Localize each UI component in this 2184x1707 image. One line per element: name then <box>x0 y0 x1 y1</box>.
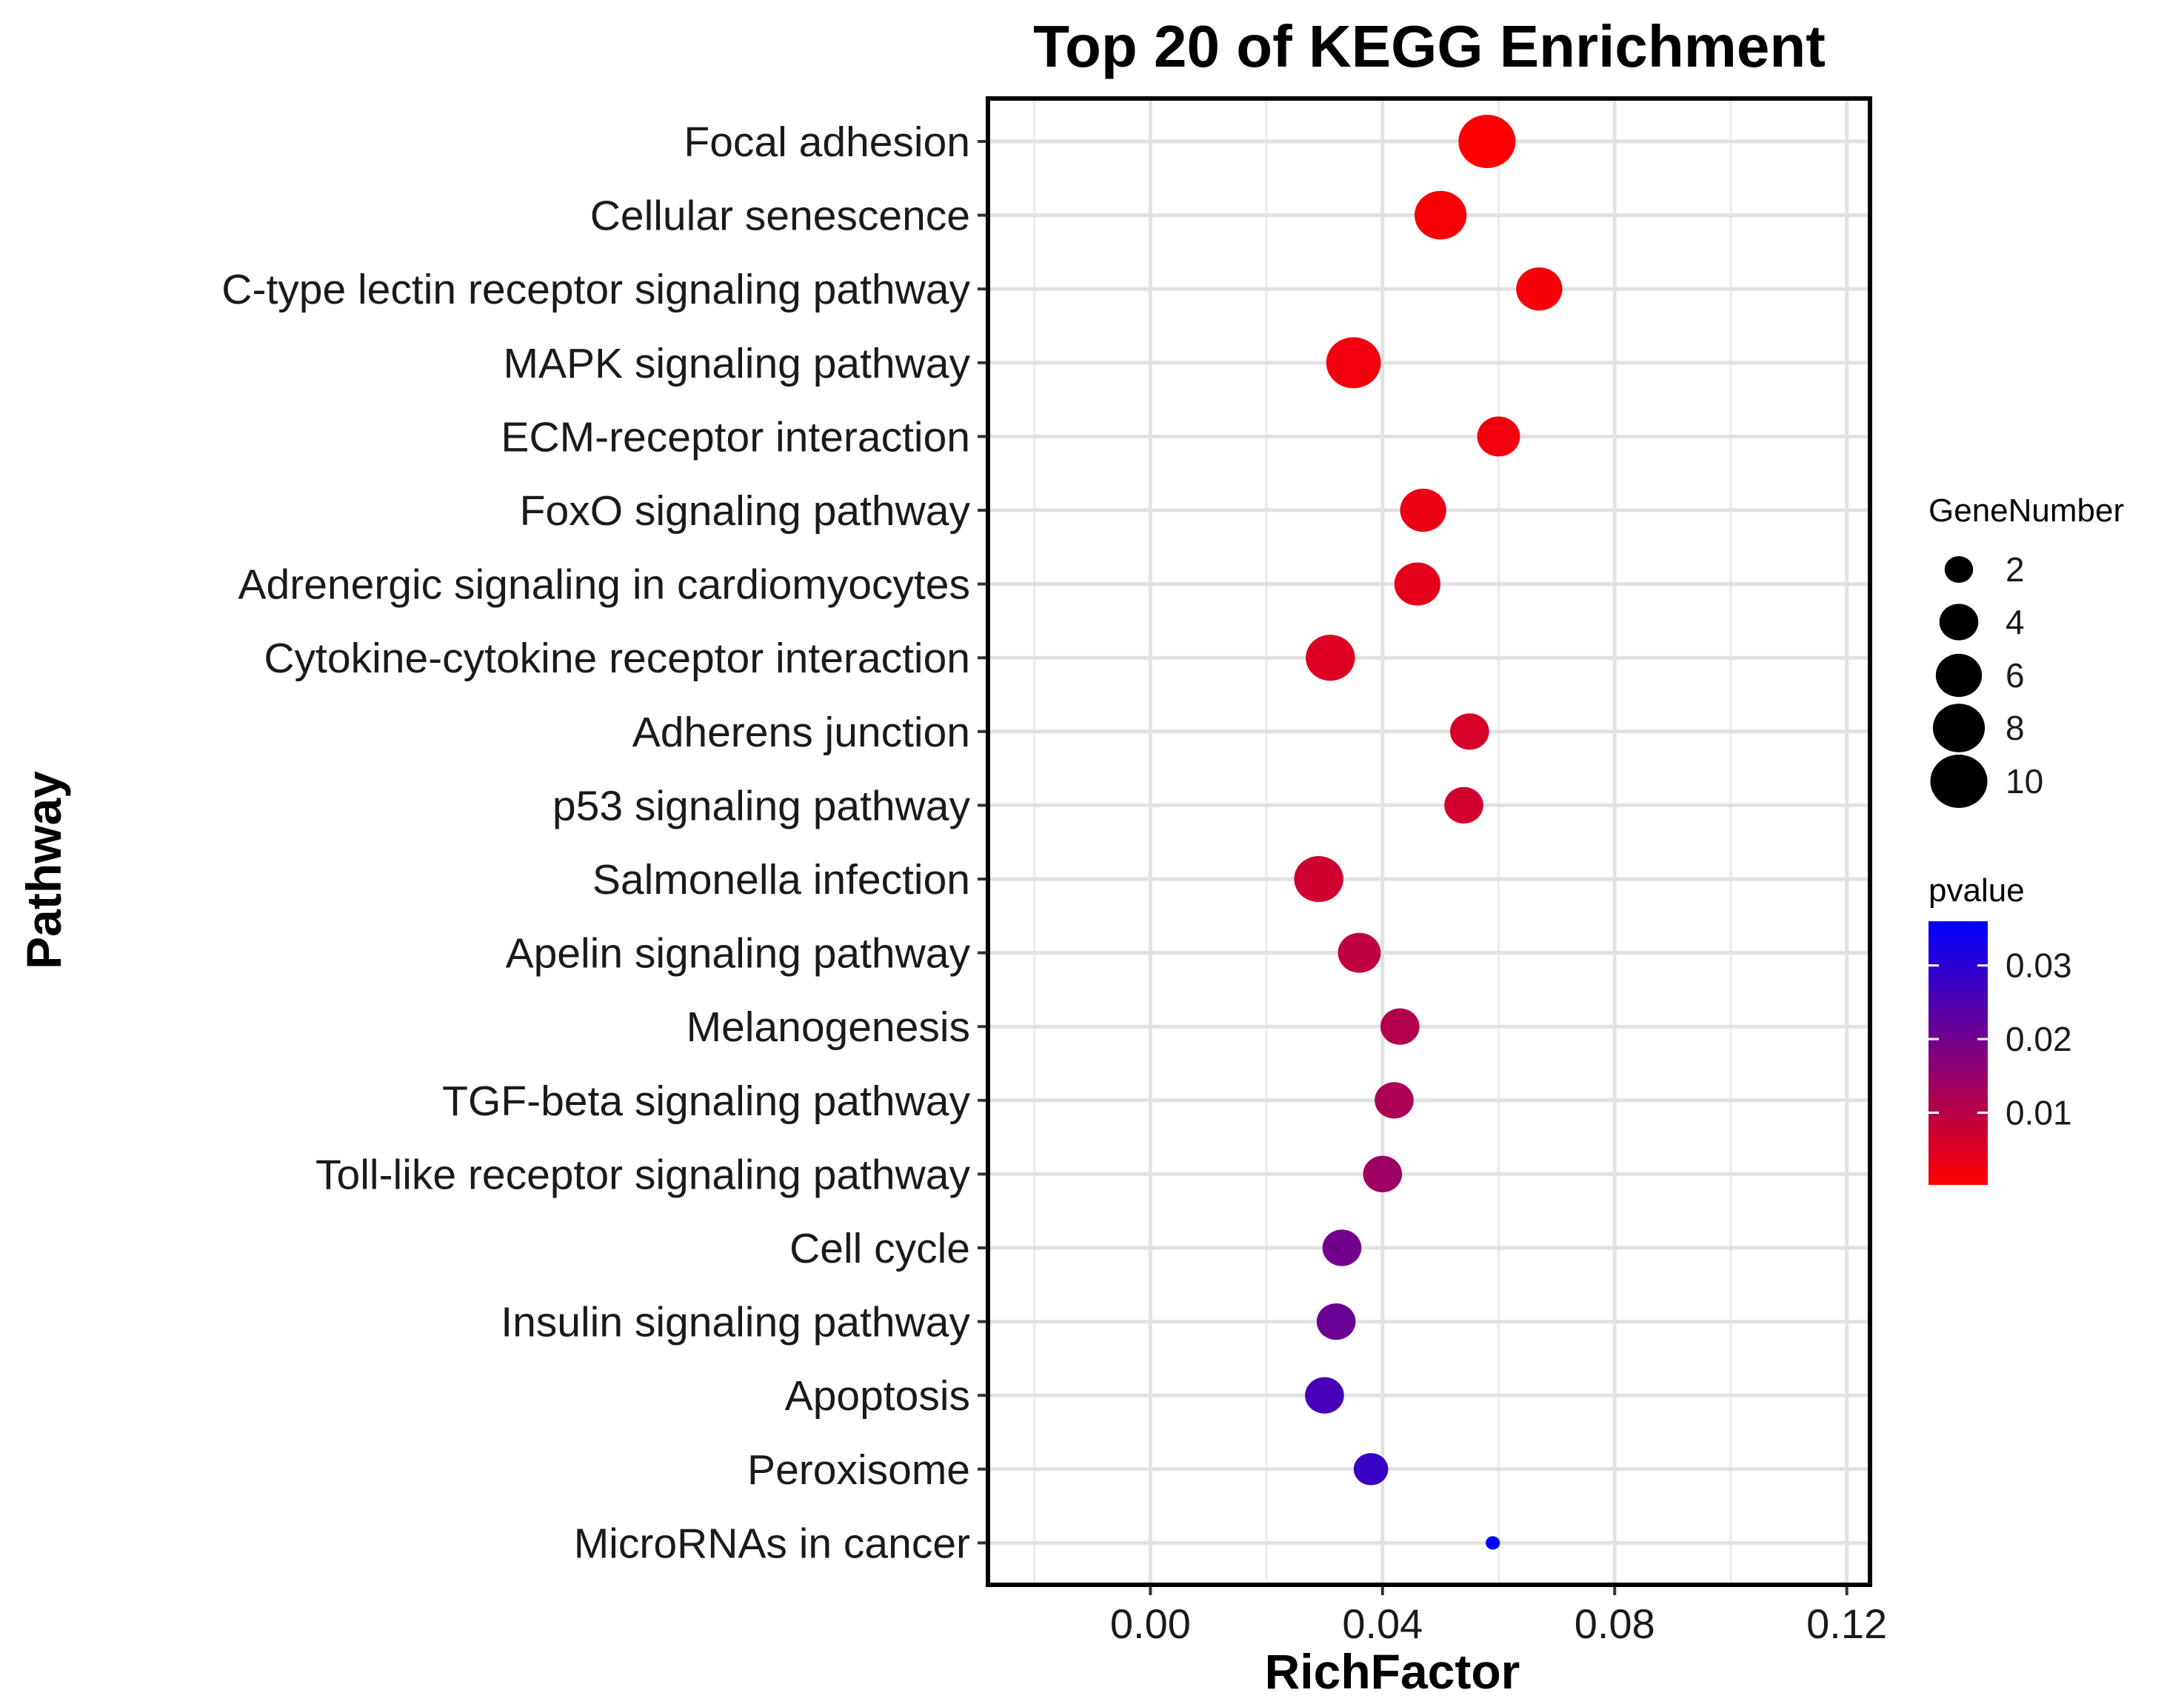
gene-number-legend-label: 8 <box>2006 709 2025 747</box>
y-tick-label: Toll-like receptor signaling pathway <box>315 1151 970 1198</box>
data-point <box>1294 855 1343 903</box>
y-tick-label: Apelin signaling pathway <box>506 930 971 978</box>
data-point <box>1450 713 1489 750</box>
pvalue-legend-title: pvalue <box>1928 872 2025 909</box>
pvalue-legend: pvalue 0.01 0.02 0.03 <box>1928 872 2072 1185</box>
y-tick-label: Focal adhesion <box>684 118 970 166</box>
y-tick-label: Peroxisome <box>747 1446 970 1494</box>
y-tick-label: MicroRNAs in cancer <box>574 1520 970 1567</box>
y-tick-label: Adherens junction <box>632 709 970 756</box>
x-tick-label: 0.00 <box>1110 1600 1191 1647</box>
x-tick-label: 0.08 <box>1574 1600 1655 1647</box>
y-tick-label: p53 signaling pathway <box>552 782 971 829</box>
gene-number-legend-label: 2 <box>2006 550 2025 589</box>
y-tick-label: Insulin signaling pathway <box>501 1299 970 1346</box>
gene-number-legend-key <box>1930 755 1988 808</box>
data-point <box>1338 932 1381 973</box>
y-tick-label: C-type lectin receptor signaling pathway <box>221 266 970 313</box>
gene-number-legend-label: 4 <box>2006 603 2025 641</box>
y-tick-label: Adrenergic signaling in cardiomyocytes <box>238 561 970 609</box>
gene-number-legend: GeneNumber 2 4 6 8 10 <box>1928 492 2124 808</box>
data-point <box>1375 1082 1414 1119</box>
y-tick-label: Cellular senescence <box>590 193 970 240</box>
data-point <box>1306 635 1355 681</box>
data-point <box>1322 1229 1362 1266</box>
data-point <box>1486 1536 1500 1550</box>
gene-number-legend-key <box>1935 653 1983 698</box>
gene-number-legend-key <box>1939 604 1979 641</box>
data-point <box>1477 416 1520 457</box>
x-tick-label: 0.12 <box>1806 1600 1887 1647</box>
gene-number-legend-key <box>1944 556 1974 583</box>
gene-number-legend-key <box>1932 704 1986 752</box>
y-tick-label: Apoptosis <box>785 1372 970 1420</box>
pvalue-colorbar <box>1928 921 1988 1185</box>
gene-number-legend-title: GeneNumber <box>1928 492 2124 529</box>
data-point <box>1363 1155 1403 1192</box>
y-tick-labels: Focal adhesion Cellular senescence C-type … <box>221 118 988 1567</box>
y-tick-label: Cytokine-cytokine receptor interaction <box>264 635 970 682</box>
gene-number-legend-label: 10 <box>2006 762 2043 801</box>
y-tick-label: TGF-beta signaling pathway <box>442 1078 970 1125</box>
pvalue-legend-label: 0.02 <box>2006 1020 2072 1058</box>
x-tick-label: 0.04 <box>1342 1600 1423 1647</box>
data-point <box>1305 1377 1344 1414</box>
data-point <box>1415 190 1467 240</box>
y-tick-label: Cell cycle <box>789 1225 970 1272</box>
y-tick-label: Salmonella infection <box>592 856 970 903</box>
data-point <box>1400 488 1446 532</box>
chart-title: Top 20 of KEGG Enrichment <box>1033 13 1826 79</box>
data-point <box>1353 1453 1389 1486</box>
pvalue-legend-label: 0.03 <box>2006 946 2072 985</box>
pvalue-legend-label: 0.01 <box>2006 1094 2072 1132</box>
data-point <box>1458 115 1516 168</box>
data-point <box>1394 562 1440 606</box>
plot-panel-border <box>986 96 1872 1587</box>
x-axis-title: RichFactor <box>1265 1644 1520 1699</box>
y-tick-label: MAPK signaling pathway <box>503 340 970 387</box>
data-point <box>1444 786 1483 824</box>
data-point <box>1516 267 1563 311</box>
data-points <box>1294 115 1563 1550</box>
data-point <box>1380 1008 1420 1045</box>
data-point <box>1316 1303 1356 1340</box>
grid-lines <box>988 98 1870 1585</box>
data-point <box>1326 337 1381 389</box>
y-axis-title: Pathway <box>16 771 71 969</box>
y-tick-label: ECM-receptor interaction <box>501 413 970 461</box>
y-tick-label: Melanogenesis <box>687 1003 970 1051</box>
x-tick-labels: 0.00 0.04 0.08 0.12 <box>1110 1585 1887 1647</box>
y-tick-label: FoxO signaling pathway <box>520 487 971 535</box>
gene-number-legend-label: 6 <box>2006 656 2025 695</box>
